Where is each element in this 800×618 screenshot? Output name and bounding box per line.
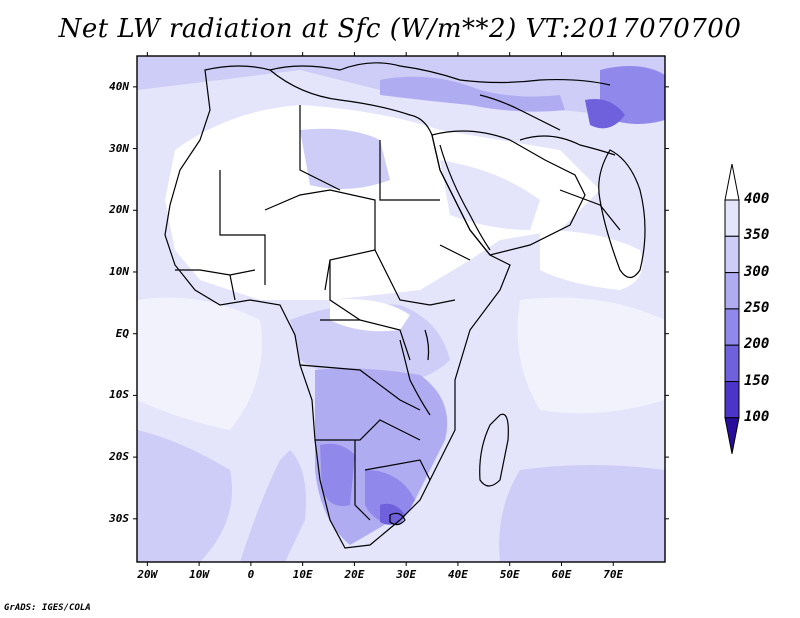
lon-label: 10W — [189, 568, 210, 581]
colorbar-swatch — [724, 308, 740, 346]
colorbar-label: 300 — [744, 263, 770, 280]
colorbar-top-arrow — [724, 163, 740, 201]
latitude-ticks — [133, 86, 669, 520]
colorbar-label: 350 — [744, 227, 770, 244]
colorbar-swatch — [724, 381, 740, 419]
colorbar-label: 200 — [744, 336, 770, 353]
colorbar-bottom-arrow — [724, 417, 740, 454]
longitude-ticks — [146, 52, 614, 566]
coastlines — [164, 62, 646, 549]
lat-label: 10S — [109, 388, 129, 402]
lon-label: 20W — [137, 568, 158, 581]
lat-label: 40N — [109, 79, 129, 93]
colorbar-swatch — [724, 272, 740, 310]
lon-label: 60E — [551, 568, 572, 581]
radiation-field — [137, 56, 665, 562]
lat-label: 10N — [109, 264, 129, 278]
lat-label: 30N — [109, 141, 129, 155]
lat-label: EQ — [115, 326, 129, 340]
colorbar-label: 100 — [744, 408, 770, 425]
colorbar-swatch — [724, 235, 740, 274]
lat-label: 20S — [109, 450, 129, 464]
colorbar-swatch — [724, 344, 740, 383]
lat-label: 30S — [109, 511, 129, 525]
colorbar-label: 400 — [744, 191, 770, 207]
lon-label: 0 — [247, 568, 255, 581]
colorbar — [724, 163, 740, 454]
lon-label: 70E — [603, 568, 624, 581]
colorbar-label: 150 — [744, 372, 770, 389]
lat-label: 20N — [109, 203, 129, 217]
lon-label: 30E — [396, 568, 417, 581]
lon-label: 40E — [448, 568, 468, 581]
plot-frame — [136, 55, 666, 563]
lon-label: 20E — [344, 568, 365, 581]
lon-label: 10E — [292, 568, 313, 581]
footer-credit: GrADS: IGES/COLA — [4, 603, 91, 613]
chart-title: Net LW radiation at Sfc (W/m**2) VT:2017… — [58, 14, 742, 44]
lon-label: 50E — [499, 568, 520, 581]
colorbar-label: 250 — [744, 299, 770, 316]
colorbar-swatch — [724, 199, 740, 237]
